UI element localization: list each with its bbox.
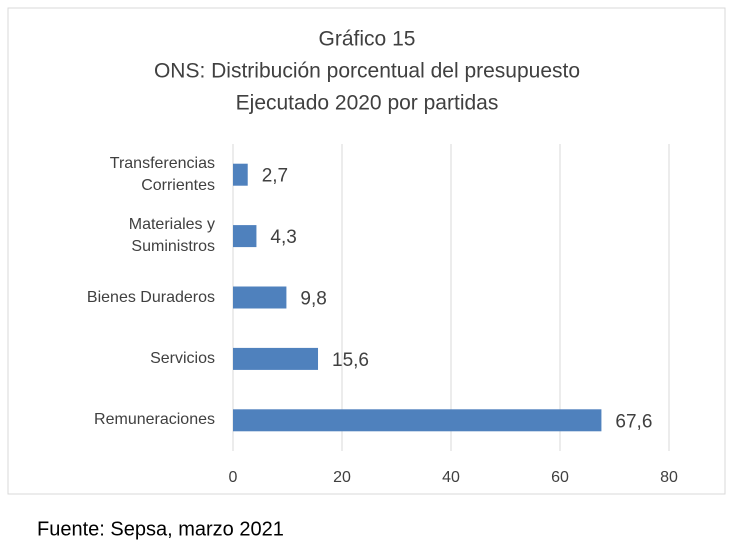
y-tick-label: Materiales y Suministros bbox=[128, 216, 215, 256]
y-tick-label: Bienes Duraderos bbox=[86, 288, 215, 306]
value-label: 4,3 bbox=[270, 227, 296, 248]
value-label: 9,8 bbox=[300, 289, 326, 310]
y-tick-label: Servicios bbox=[150, 349, 215, 367]
value-label: 67,6 bbox=[615, 411, 652, 432]
y-tick-label: Transferencias Corrientes bbox=[109, 154, 215, 194]
bar bbox=[233, 347, 319, 370]
chart-title: Ejecutado 2020 por partidas bbox=[236, 92, 499, 115]
x-tick-label: 20 bbox=[333, 469, 351, 486]
x-tick-label: 0 bbox=[229, 469, 238, 486]
x-tick-label: 80 bbox=[660, 469, 678, 486]
bar bbox=[233, 225, 257, 248]
bar bbox=[233, 163, 248, 186]
x-tick-label: 40 bbox=[442, 469, 460, 486]
value-label: 15,6 bbox=[332, 350, 369, 371]
bar bbox=[233, 286, 287, 309]
chart-title: Gráfico 15 bbox=[319, 28, 416, 51]
x-tick-label: 60 bbox=[551, 469, 569, 486]
chart-title: ONS: Distribución porcentual del presupu… bbox=[154, 60, 580, 83]
value-label: 2,7 bbox=[262, 166, 288, 187]
bar bbox=[233, 409, 602, 432]
y-tick-label: Remuneraciones bbox=[94, 411, 215, 429]
source-note: Fuente: Sepsa, marzo 2021 bbox=[37, 518, 284, 540]
